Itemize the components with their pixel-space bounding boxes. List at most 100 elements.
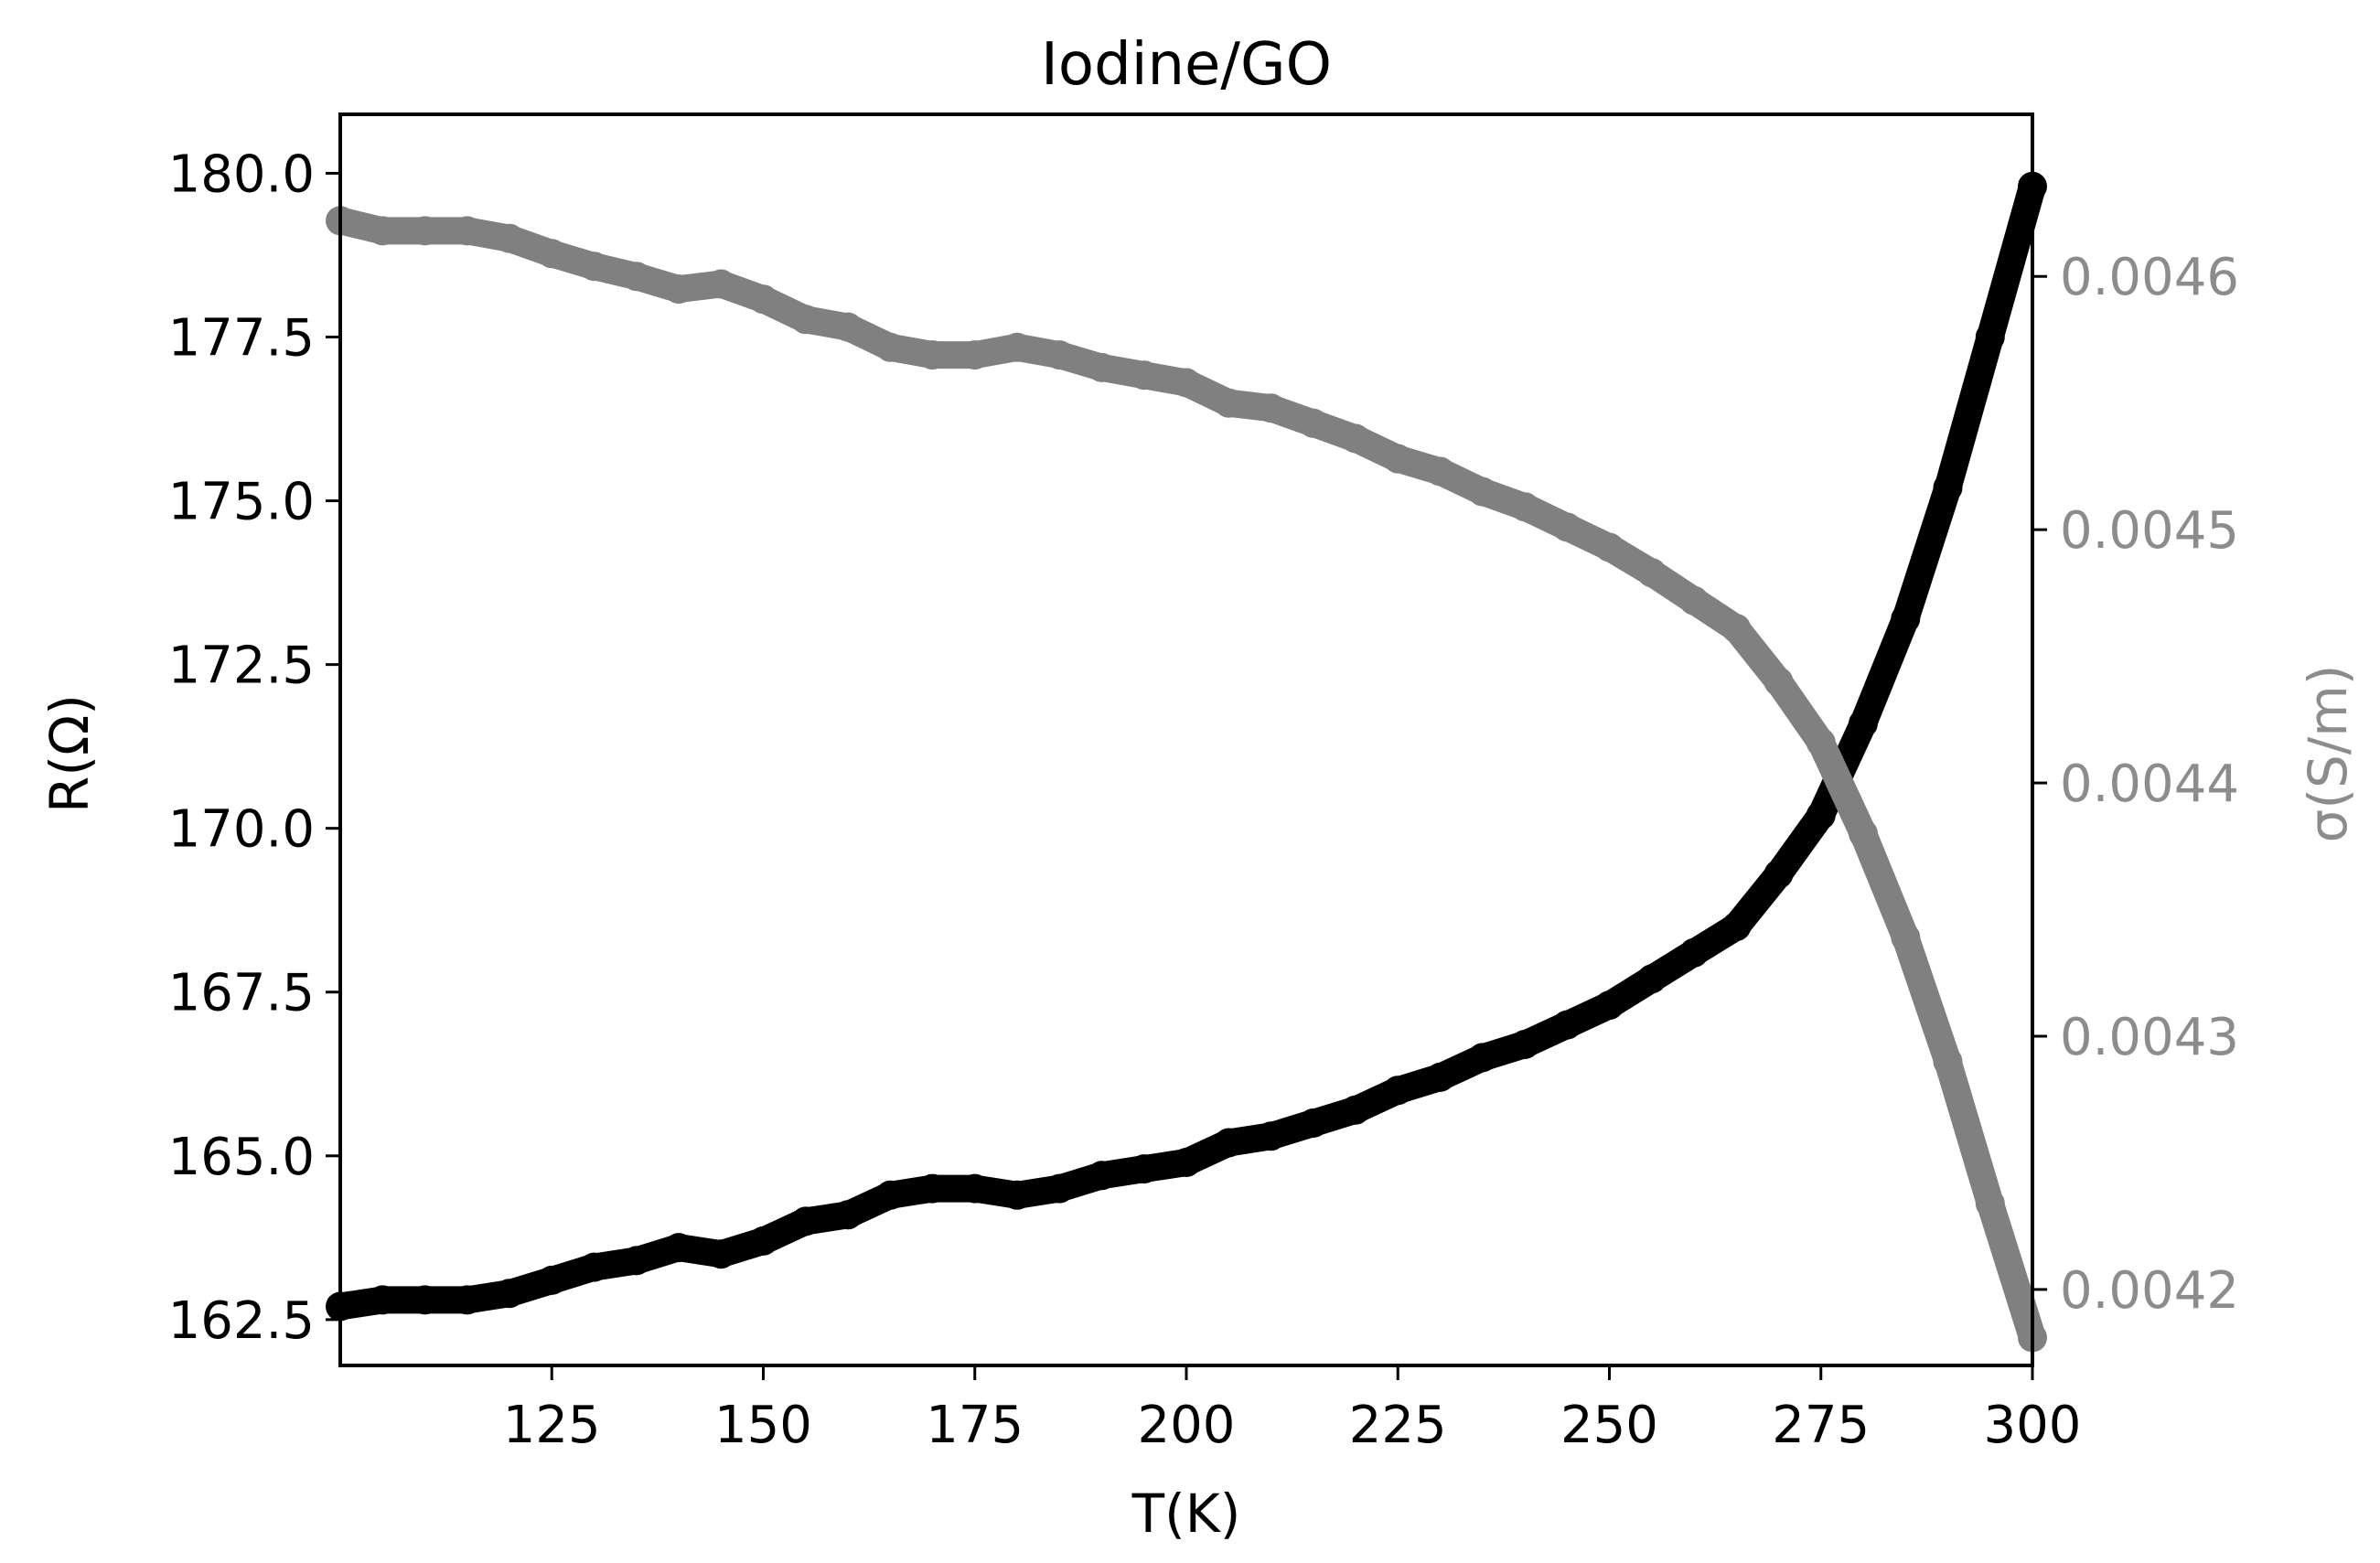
x-tick-label: 150 [714, 1396, 812, 1455]
resistance-data-point [833, 1200, 863, 1230]
x-axis-label: T(K) [1131, 1483, 1241, 1545]
x-tick-label: 250 [1560, 1396, 1658, 1455]
resistance-data-point [1679, 937, 1709, 968]
conductivity-data-point [664, 274, 693, 305]
resistance-data-point [706, 1239, 736, 1269]
y2-tick-label: 0.0042 [2060, 1261, 2239, 1321]
x-tick-label: 125 [503, 1396, 601, 1455]
resistance-data-point [875, 1180, 906, 1210]
resistance-data-point [1002, 1180, 1032, 1210]
x-axis-ticks: 125 150 175 200 225 250 275 300 [503, 1365, 2082, 1455]
conductivity-data-point [579, 252, 609, 282]
conductivity-data-point [1764, 667, 1794, 697]
resistance-data-point [1636, 964, 1667, 994]
conductivity-data-point [1087, 352, 1117, 382]
resistance-data-point [1172, 1148, 1201, 1177]
conductivity-data-point [1552, 512, 1582, 542]
resistance-data-point [452, 1285, 482, 1315]
resistance-data-point [1764, 859, 1794, 889]
y-tick-label: 172.5 [168, 637, 315, 696]
conductivity-data-point [917, 340, 948, 370]
y-tick-label: 175.0 [168, 473, 315, 532]
resistance-data-point [495, 1279, 524, 1309]
resistance-data-point [1087, 1161, 1117, 1191]
resistance-data-point [1891, 604, 1921, 634]
y-tick-label: 167.5 [168, 964, 315, 1023]
conductivity-data-point [1636, 558, 1667, 588]
y2-axis-ticks: 0.0042 0.0043 0.0044 0.0045 0.0046 [2032, 248, 2239, 1321]
conductivity-data-point [621, 262, 651, 292]
conductivity-data-point [1679, 585, 1709, 616]
conductivity-data-point [537, 239, 567, 269]
conductivity-data-point [875, 332, 906, 362]
conductivity-data-point [1129, 360, 1159, 391]
conductivity-data-point [748, 284, 778, 315]
conductivity-data-point [706, 269, 736, 299]
resistance-data-point [790, 1206, 820, 1236]
resistance-data-point [579, 1252, 609, 1282]
conductivity-data-point [1045, 340, 1075, 370]
x-tick-label: 225 [1349, 1396, 1447, 1455]
resistance-data-point [1341, 1095, 1370, 1125]
y-axis-ticks: 162.5 165.0 167.5 170.0 172.5 175.0 177.5 180.0 [168, 145, 340, 1351]
conductivity-data-point [1594, 532, 1624, 562]
resistance-data-point [368, 1285, 398, 1315]
conductivity-data-point [1975, 1188, 2005, 1218]
x-tick-label: 275 [1772, 1396, 1870, 1455]
y2-axis-label: σ(S/m) [2297, 665, 2359, 843]
resistance-data-point [1806, 800, 1836, 830]
resistance-data-point [1849, 709, 1878, 739]
conductivity-data-point [1172, 368, 1201, 398]
y2-tick-label: 0.0043 [2060, 1008, 2239, 1067]
y2-tick-label: 0.0045 [2060, 501, 2239, 561]
resistance-data-point [1129, 1154, 1159, 1184]
resistance-data-point [1425, 1062, 1455, 1092]
conductivity-data-point [1806, 727, 1836, 757]
conductivity-data-point [495, 223, 524, 253]
conductivity-data-point [1721, 614, 1752, 644]
conductivity-data-point [452, 216, 482, 246]
resistance-data-point [664, 1233, 693, 1263]
conductivity-data-point [790, 305, 820, 335]
resistance-data-point [1214, 1128, 1244, 1158]
resistance-data-point [960, 1173, 990, 1204]
resistance-data-point [1933, 473, 1963, 503]
conductivity-data-point [1510, 492, 1539, 522]
resistance-data-point [748, 1226, 778, 1256]
conductivity-data-point [368, 216, 398, 246]
resistance-data-point [1045, 1173, 1075, 1204]
y-tick-label: 177.5 [168, 309, 315, 369]
conductivity-data-point [1341, 423, 1370, 454]
resistance-data-point [1721, 912, 1752, 942]
conductivity-data-point [1214, 388, 1244, 418]
resistance-data-point [1975, 322, 2005, 352]
conductivity-data-point [1298, 408, 1328, 438]
x-tick-label: 175 [926, 1396, 1024, 1455]
y2-tick-label: 0.0044 [2060, 755, 2239, 814]
conductivity-data-point [1933, 1046, 1963, 1076]
conductivity-data-point [1383, 444, 1413, 474]
resistance-data-point [1383, 1076, 1413, 1106]
resistance-series-line [327, 172, 2046, 1321]
x-tick-label: 300 [1984, 1396, 2082, 1455]
y-tick-label: 165.0 [168, 1128, 315, 1187]
conductivity-data-point [410, 216, 440, 246]
resistance-data-point [1594, 990, 1624, 1021]
y-axis-label: R(Ω) [38, 694, 101, 813]
conductivity-data-point [833, 312, 863, 342]
conductivity-data-point [1891, 923, 1921, 952]
resistance-data-point [1256, 1121, 1286, 1151]
chart-title: Iodine/GO [1041, 31, 1332, 99]
conductivity-data-point [1002, 332, 1032, 362]
series-layer [326, 171, 2047, 1353]
resistance-data-point [917, 1173, 948, 1204]
conductivity-data-point [960, 340, 990, 370]
conductivity-data-point [1256, 393, 1286, 423]
y-tick-label: 162.5 [168, 1291, 315, 1351]
resistance-data-point [1467, 1043, 1497, 1073]
conductivity-data-point [1849, 819, 1878, 849]
resistance-data-point [537, 1265, 567, 1295]
y2-tick-label: 0.0046 [2060, 248, 2239, 307]
conductivity-data-point [1425, 456, 1455, 487]
